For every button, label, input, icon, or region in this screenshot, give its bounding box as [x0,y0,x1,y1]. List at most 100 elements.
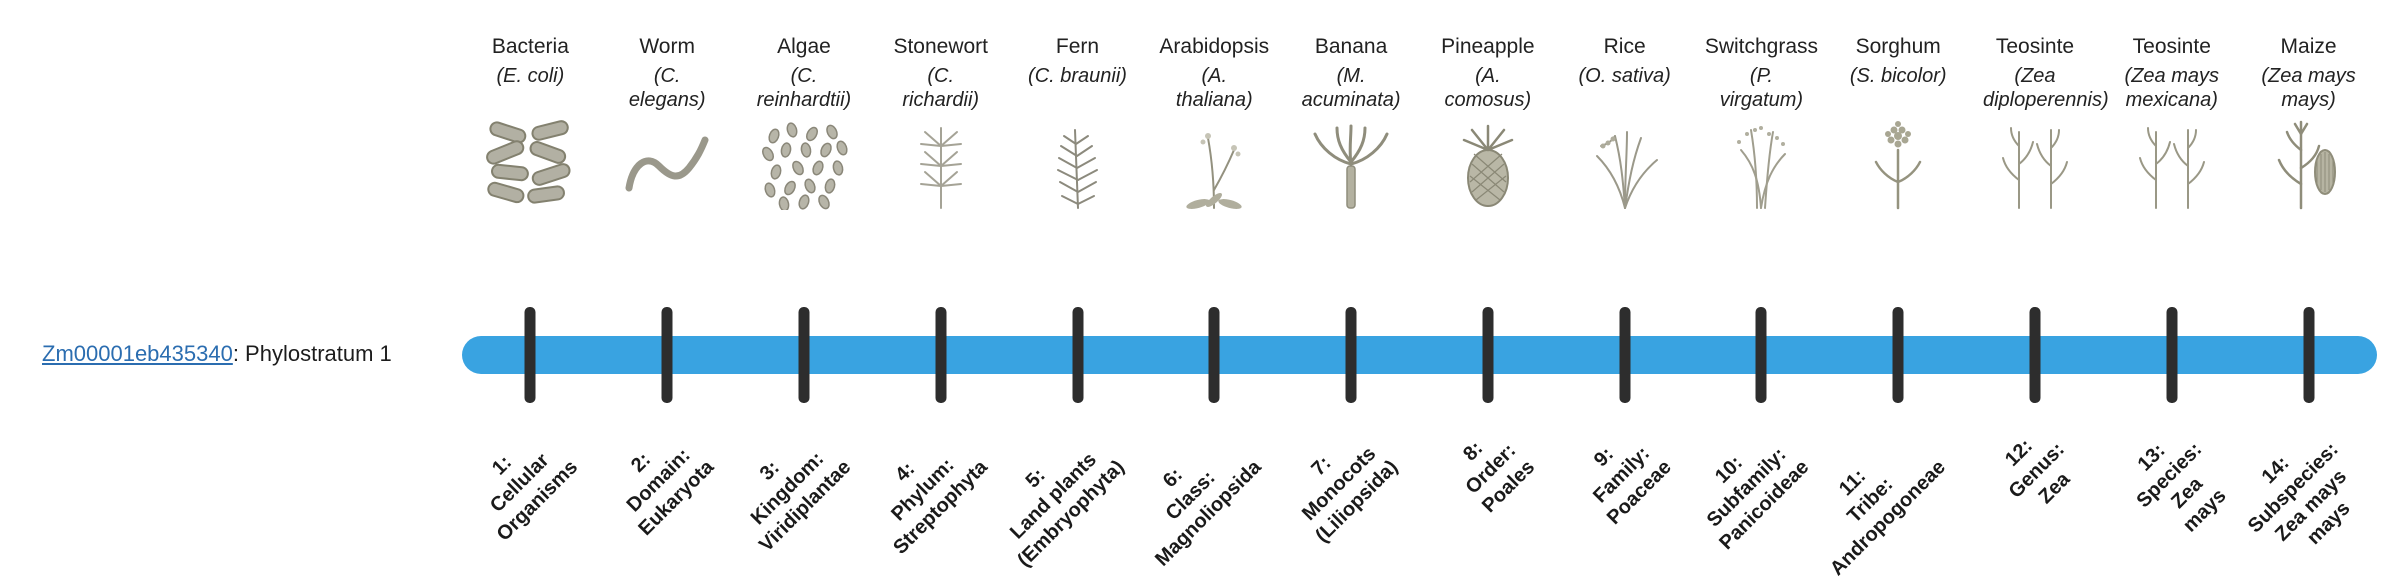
organism-column: Rice (O. sativa) 9: Family: Poaceae [1556,0,1693,580]
timeline-tick [798,307,810,403]
organism-scientific-name: (Zea diploperennis) [1982,64,2109,111]
timeline-tick [1208,307,1220,403]
organism-column: Arabidopsis (A. thaliana) 6: Class: Magn… [1146,0,1283,580]
organism-scientific-name: (S. bicolor) [1849,64,1947,87]
organism-header: Maize (Zea mays mays) [2257,34,2361,118]
phylostratum-label: 14: Subspecies: Zea mays mays [2240,410,2377,580]
timeline-tick [661,307,673,403]
organism-name: Worm [639,35,695,58]
organism-column: Algae (C. reinhardtii) 3: Kingdom: Virid… [736,0,873,580]
banana-icon [1301,118,1401,210]
phylostratum-label: 3: Kingdom: Viridiplantae [736,410,873,580]
gene-label: Zm00001eb435340: Phylostratum 1 [42,341,392,367]
organism-header: Sorghum (S. bicolor) [1850,34,1947,118]
organism-column: Maize (Zea mays mays) 14: Subspecies: Ze… [2240,0,2377,580]
organism-column: Bacteria (E. coli) 1: Cellular Organisms [462,0,599,580]
phylostratum-label: 11: Tribe: Andropogoneae [1826,410,1967,580]
phylostratum-label-text: 13: Species: Zea mays [2131,438,2231,537]
rice-icon [1575,118,1675,210]
organism-header: Switchgrass (P. virgatum) [1705,34,1818,118]
organism-name: Bacteria [491,35,569,58]
pineapple-icon [1438,118,1538,210]
teosinte-icon [1985,118,2085,210]
phylostratum-label: 12: Genus: Zea [1967,410,2104,580]
arabidopsis-icon [1164,118,1264,210]
organism-header: Teosinte (Zea mays mexicana) [2120,34,2224,118]
timeline-tick [1619,307,1631,403]
organism-header: Arabidopsis (A. thaliana) [1159,34,1269,118]
organism-header: Algae (C. reinhardtii) [752,34,856,118]
organism-scientific-name: (A. thaliana) [1175,64,1253,111]
organism-column: Fern (C. braunii) 5: Land plants (Embryo… [1006,0,1146,580]
organism-scientific-name: (C. braunii) [1028,64,1127,87]
organism-column: Worm (C. elegans) 2: Domain: Eukaryota [599,0,736,580]
organism-scientific-name: (C. richardii) [902,64,980,111]
organism-scientific-name: (Zea mays mexicana) [2124,64,2219,111]
phylostratum-label: 6: Class: Magnoliopsida [1146,410,1283,580]
phylostratum-label: 10: Subfamily: Panicoideae [1693,410,1830,580]
organism-name: Stonewort [893,35,989,58]
organism-name: Rice [1603,35,1646,58]
stonewort-icon [891,118,991,210]
bacteria-icon [480,118,580,210]
phylostratum-label: 8: Order: Poales [1419,410,1556,580]
organism-column: Stonewort (C. richardii) 4: Phylum: Stre… [872,0,1009,580]
teosinte-icon [2122,118,2222,210]
phylostratum-label-text: 12: Genus: Zea [2001,434,2075,509]
organism-header: Worm (C. elegans) [615,34,719,118]
organism-scientific-name: (A. comosus) [1444,64,1532,111]
timeline-tick [2166,307,2178,403]
timeline-tick [935,307,947,403]
sorghum-icon [1848,118,1948,210]
timeline-tick [1345,307,1357,403]
phylostratum-label-text: 4: Phylum: Streptophyta [887,454,993,559]
organism-name: Banana [1314,35,1388,58]
organism-column: Switchgrass (P. virgatum) 10: Subfamily:… [1693,0,1830,580]
organism-header: Pineapple (A. comosus) [1436,34,1540,118]
organism-name: Teosinte [1995,35,2075,58]
organism-name: Algae [777,35,831,58]
phylostratum-label-text: 8: Order: Poales [1459,437,1540,518]
algae-icon [754,118,854,210]
organism-column: Teosinte (Zea mays mexicana) 13: Species… [2103,0,2240,580]
organism-name: Pineapple [1441,35,1535,58]
organism-header: Bacteria (E. coli) [492,34,569,118]
organism-name: Arabidopsis [1159,35,1270,58]
organism-scientific-name: (O. sativa) [1578,64,1671,87]
phylostratum-label-text: 2: Domain: Eukaryota [623,444,719,541]
timeline-bar [462,336,2377,374]
organism-scientific-name: (P. virgatum) [1719,64,1804,111]
fern-icon [1028,118,1128,210]
maize-icon [2259,118,2359,210]
organism-column: Sorghum (S. bicolor) 11: Tribe: Andropog… [1826,0,1967,580]
phylostratum-text: : Phylostratum 1 [232,341,392,366]
timeline-tick [2303,307,2315,403]
timeline-tick [524,307,536,403]
timeline-columns: Bacteria (E. coli) 1: Cellular Organisms… [462,0,2377,580]
phylostratum-label-text: 1: Cellular Organisms [485,449,583,546]
phylostratum-label: 5: Land plants (Embryophyta) [1006,410,1146,580]
phylostratum-label: 4: Phylum: Streptophyta [872,410,1009,580]
organism-name: Fern [1055,35,1100,58]
organism-column: Banana (M. acuminata) 7: Monocots (Lilio… [1283,0,1420,580]
phylostratum-label-text: 9: Family: Poaceae [1589,442,1677,530]
phylostratum-label: 13: Species: Zea mays [2103,410,2240,580]
phylostratum-label: 7: Monocots (Liliopsida) [1283,410,1420,580]
organism-name: Maize [2280,35,2337,58]
phylostratum-label: 9: Family: Poaceae [1556,410,1693,580]
organism-scientific-name: (E. coli) [496,64,565,87]
timeline-tick [2029,307,2041,403]
organism-column: Pineapple (A. comosus) 8: Order: Poales [1419,0,1556,580]
organism-scientific-name: (C. reinhardtii) [756,64,852,111]
timeline-tick [1755,307,1767,403]
gene-link[interactable]: Zm00001eb435340 [42,341,233,366]
phylostratum-label-text: 3: Kingdom: Viridiplantae [747,447,856,557]
timeline: Bacteria (E. coli) 1: Cellular Organisms… [462,0,2377,580]
timeline-tick [1892,307,1904,403]
organism-header: Teosinte (Zea diploperennis) [1982,34,2109,118]
organism-scientific-name: (C. elegans) [628,64,706,111]
phylostratum-label: 2: Domain: Eukaryota [599,410,736,580]
organism-name: Teosinte [2132,35,2211,58]
organism-header: Banana (M. acuminata) [1299,34,1403,118]
